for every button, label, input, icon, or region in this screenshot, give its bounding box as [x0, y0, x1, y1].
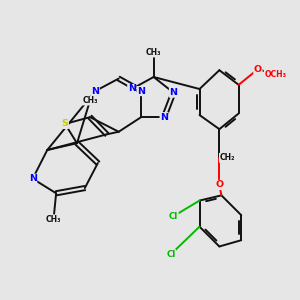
- Text: N: N: [128, 85, 136, 94]
- Text: N: N: [160, 112, 168, 122]
- Text: Cl: Cl: [166, 250, 176, 259]
- Text: S: S: [61, 119, 68, 128]
- Text: Cl: Cl: [169, 212, 178, 221]
- Text: N: N: [29, 174, 37, 183]
- Text: CH₃: CH₃: [82, 96, 98, 105]
- Text: N: N: [137, 87, 145, 96]
- Text: CH₃: CH₃: [46, 215, 61, 224]
- Text: CH₃: CH₃: [146, 48, 161, 57]
- Text: N: N: [169, 88, 178, 97]
- Text: O: O: [215, 180, 223, 189]
- Text: O: O: [254, 65, 262, 74]
- Text: OCH₃: OCH₃: [264, 70, 286, 79]
- Text: N: N: [91, 87, 99, 96]
- Text: CH₂: CH₂: [219, 153, 235, 162]
